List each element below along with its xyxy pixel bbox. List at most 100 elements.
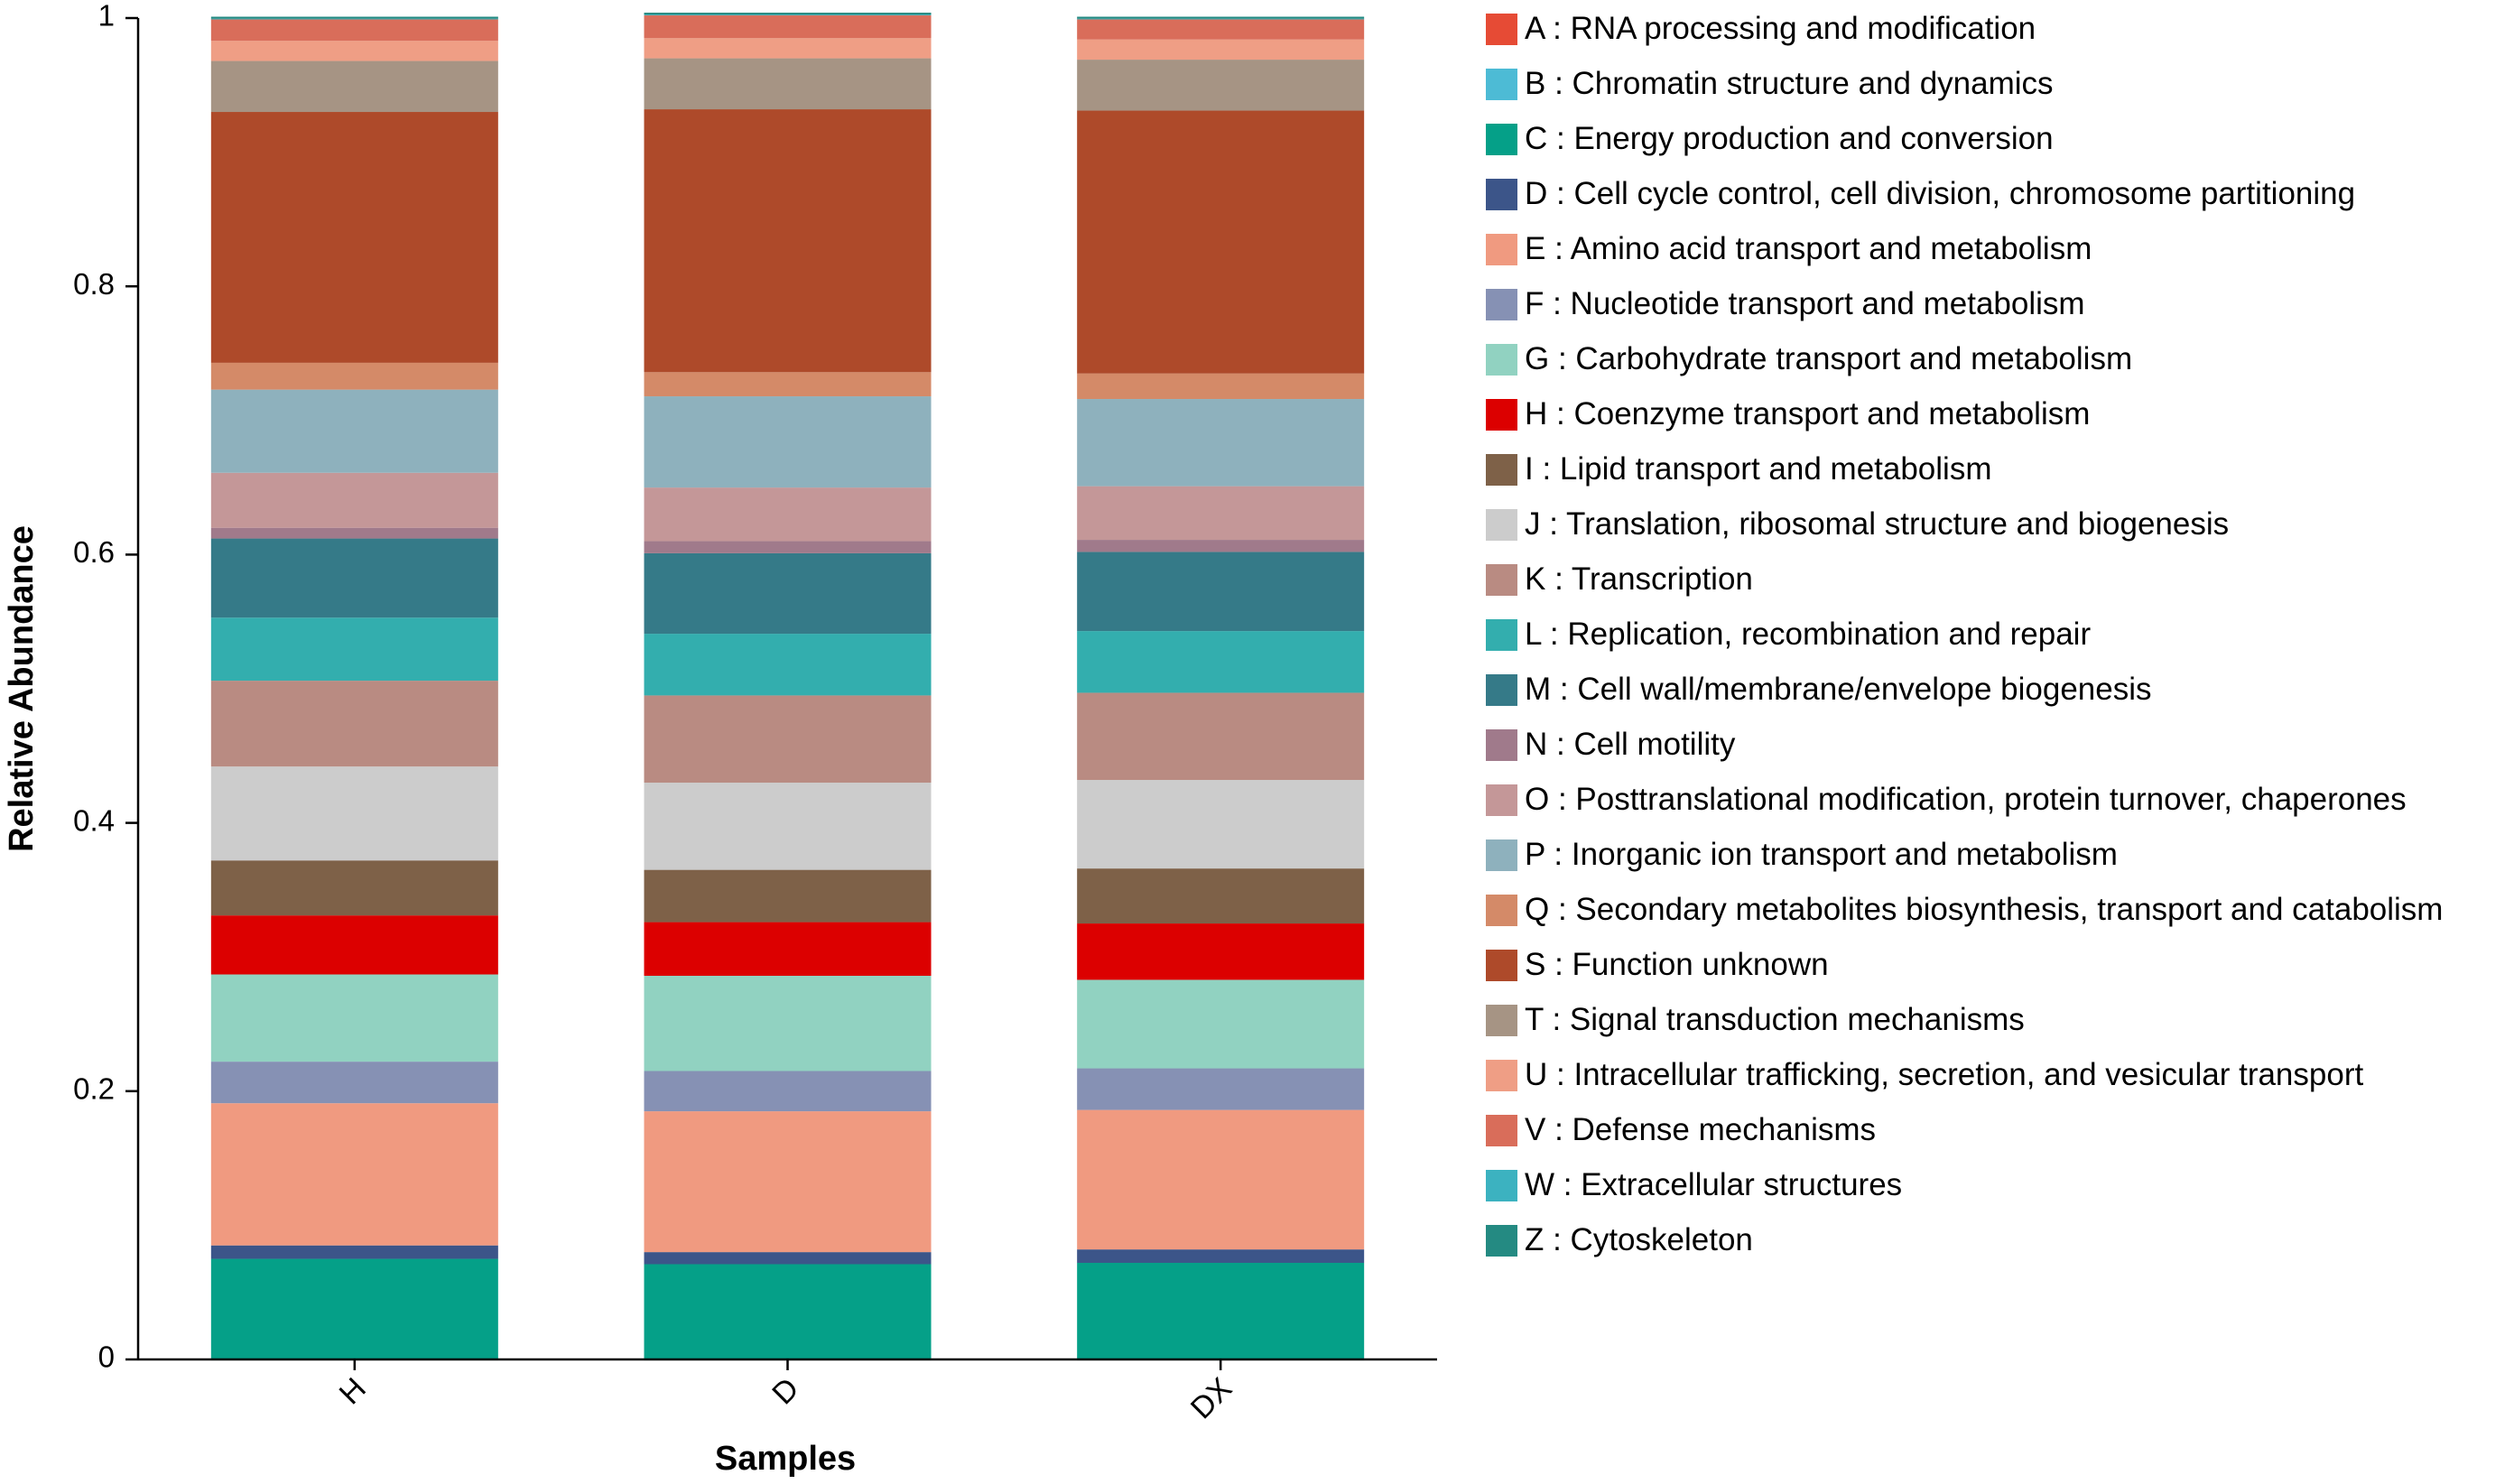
legend-item-v: V : Defense mechanisms bbox=[1486, 1112, 1876, 1147]
bar-segment-h-h bbox=[210, 915, 498, 975]
legend-label-d: D : Cell cycle control, cell division, c… bbox=[1525, 176, 2355, 211]
bar-segment-s-h bbox=[210, 112, 498, 363]
x-tick-label-dx: DX bbox=[1184, 1371, 1238, 1425]
bar-segment-p-dx bbox=[1077, 399, 1365, 487]
bar-segment-d-d bbox=[644, 1252, 932, 1265]
legend-label-q: Q : Secondary metabolites biosynthesis, … bbox=[1525, 892, 2443, 927]
legend-swatch-g bbox=[1486, 344, 1517, 376]
legend-item-e: E : Amino acid transport and metabolism bbox=[1486, 231, 2092, 266]
bar-segment-j-dx bbox=[1077, 780, 1365, 869]
legend-swatch-k bbox=[1486, 564, 1517, 596]
bar-segment-c-dx bbox=[1077, 1263, 1365, 1359]
bar-segment-w-h bbox=[210, 18, 498, 20]
y-tick-label: 0.6 bbox=[73, 535, 115, 569]
bar-segment-f-d bbox=[644, 1071, 932, 1112]
legend: A : RNA processing and modification B : C… bbox=[1486, 11, 2443, 1257]
legend-label-s: S : Function unknown bbox=[1525, 947, 1829, 982]
legend-swatch-f bbox=[1486, 289, 1517, 320]
legend-item-h: H : Coenzyme transport and metabolism bbox=[1486, 396, 2090, 431]
legend-item-q: Q : Secondary metabolites biosynthesis, … bbox=[1486, 892, 2443, 927]
x-tick-label-d: D bbox=[765, 1371, 805, 1411]
bar-segment-g-h bbox=[210, 974, 498, 1062]
bar-segment-d-h bbox=[210, 1245, 498, 1259]
bar-segment-l-h bbox=[210, 617, 498, 682]
legend-swatch-a bbox=[1486, 14, 1517, 45]
bar-segment-i-dx bbox=[1077, 868, 1365, 924]
legend-swatch-b bbox=[1486, 69, 1517, 100]
legend-swatch-c bbox=[1486, 124, 1517, 155]
bar-segment-i-d bbox=[644, 869, 932, 923]
legend-label-v: V : Defense mechanisms bbox=[1525, 1112, 1876, 1147]
bar-segment-q-dx bbox=[1077, 373, 1365, 400]
bar-segment-g-dx bbox=[1077, 979, 1365, 1069]
legend-item-b: B : Chromatin structure and dynamics bbox=[1486, 66, 2054, 101]
legend-item-p: P : Inorganic ion transport and metaboli… bbox=[1486, 837, 2118, 872]
y-tick-label: 0.4 bbox=[73, 803, 115, 837]
legend-label-c: C : Energy production and conversion bbox=[1525, 121, 2054, 156]
legend-label-f: F : Nucleotide transport and metabolism bbox=[1525, 286, 2085, 321]
legend-item-k: K : Transcription bbox=[1486, 561, 1753, 597]
legend-label-u: U : Intracellular trafficking, secretion… bbox=[1525, 1057, 2363, 1092]
bar-segment-n-dx bbox=[1077, 540, 1365, 552]
y-axis-title: Relative Abundance bbox=[3, 525, 41, 852]
bar-segment-p-d bbox=[644, 396, 932, 488]
bar-segment-t-dx bbox=[1077, 60, 1365, 111]
legend-item-w: W : Extracellular structures bbox=[1486, 1167, 1902, 1202]
legend-swatch-q bbox=[1486, 895, 1517, 926]
bar-segment-w-dx bbox=[1077, 18, 1365, 20]
legend-label-j: J : Translation, ribosomal structure and… bbox=[1525, 506, 2229, 542]
bar-segment-k-dx bbox=[1077, 692, 1365, 781]
legend-swatch-p bbox=[1486, 839, 1517, 871]
bar-segment-e-h bbox=[210, 1103, 498, 1246]
bar-segment-l-dx bbox=[1077, 631, 1365, 693]
bar-segment-n-d bbox=[644, 541, 932, 553]
legend-label-k: K : Transcription bbox=[1525, 561, 1753, 597]
legend-swatch-j bbox=[1486, 509, 1517, 541]
bar-segment-q-h bbox=[210, 362, 498, 390]
legend-swatch-e bbox=[1486, 234, 1517, 265]
legend-swatch-w bbox=[1486, 1170, 1517, 1201]
legend-label-o: O : Posttranslational modification, prot… bbox=[1525, 782, 2407, 817]
bar-segment-m-h bbox=[210, 538, 498, 618]
bar-segment-t-h bbox=[210, 60, 498, 113]
bar-segment-n-h bbox=[210, 527, 498, 539]
legend-label-g: G : Carbohydrate transport and metabolis… bbox=[1525, 341, 2132, 376]
y-axis: 0 0.2 0.4 0.6 0.8 1 bbox=[73, 0, 140, 1374]
bar-segment-o-d bbox=[644, 487, 932, 542]
legend-item-d: D : Cell cycle control, cell division, c… bbox=[1486, 176, 2355, 211]
legend-swatch-l bbox=[1486, 619, 1517, 651]
bar-segment-j-h bbox=[210, 766, 498, 861]
legend-item-i: I : Lipid transport and metabolism bbox=[1486, 451, 1991, 487]
bar-segment-z-dx bbox=[1077, 16, 1365, 19]
legend-item-m: M : Cell wall/membrane/envelope biogenes… bbox=[1486, 672, 2152, 707]
bar-segment-k-d bbox=[644, 695, 932, 784]
legend-label-l: L : Replication, recombination and repai… bbox=[1525, 617, 2091, 652]
bar-segment-e-d bbox=[644, 1111, 932, 1253]
x-axis-title: Samples bbox=[715, 1440, 856, 1478]
y-tick-label: 0 bbox=[98, 1340, 115, 1374]
bar-segment-i-h bbox=[210, 860, 498, 916]
legend-swatch-h bbox=[1486, 399, 1517, 431]
legend-label-p: P : Inorganic ion transport and metaboli… bbox=[1525, 837, 2118, 872]
bar-segment-s-d bbox=[644, 109, 932, 373]
x-axis: H D DX bbox=[138, 1358, 1437, 1425]
legend-item-s: S : Function unknown bbox=[1486, 947, 1829, 982]
bar-segment-l-d bbox=[644, 634, 932, 696]
bar-segment-p-h bbox=[210, 389, 498, 473]
bar-segment-f-h bbox=[210, 1062, 498, 1104]
bar-segment-e-dx bbox=[1077, 1109, 1365, 1250]
bar-segment-s-dx bbox=[1077, 110, 1365, 374]
bar-segment-d-dx bbox=[1077, 1249, 1365, 1264]
legend-item-a: A : RNA processing and modification bbox=[1486, 11, 2036, 46]
legend-label-b: B : Chromatin structure and dynamics bbox=[1525, 66, 2054, 101]
x-tick-label-h: H bbox=[333, 1371, 373, 1411]
bar-segment-m-d bbox=[644, 552, 932, 635]
legend-label-e: E : Amino acid transport and metabolism bbox=[1525, 231, 2092, 266]
legend-item-t: T : Signal transduction mechanisms bbox=[1486, 1002, 2025, 1037]
bar-segment-g-d bbox=[644, 976, 932, 1071]
bar-segment-h-d bbox=[644, 922, 932, 977]
bar-segment-c-d bbox=[644, 1264, 932, 1359]
legend-swatch-z bbox=[1486, 1225, 1517, 1257]
legend-swatch-v bbox=[1486, 1115, 1517, 1146]
legend-item-o: O : Posttranslational modification, prot… bbox=[1486, 782, 2407, 817]
